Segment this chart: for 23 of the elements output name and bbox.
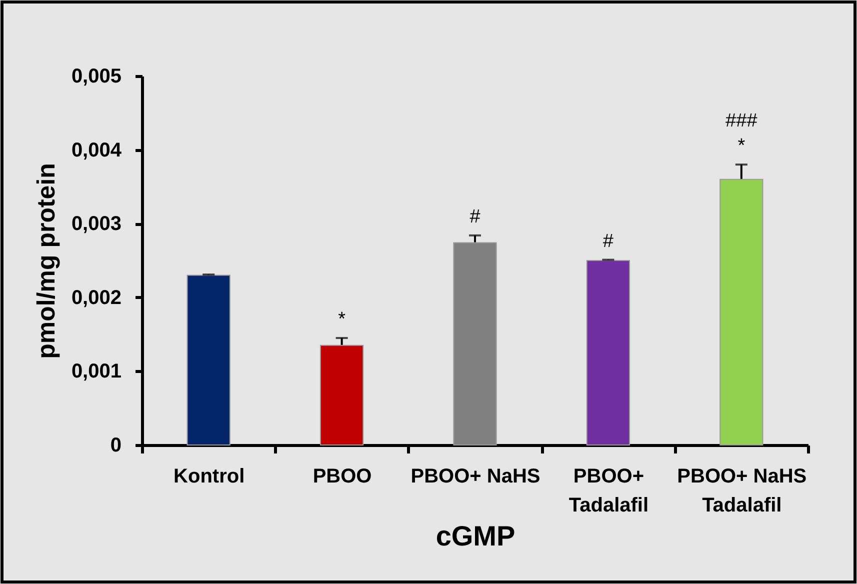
x-axis-title: cGMP [436,520,516,552]
y-axis-title: pmol/mg protein [32,163,60,359]
annotation: * [338,308,346,330]
bar [586,260,630,446]
bar [186,274,230,446]
y-tick-label: 0,002 [71,286,122,309]
y-tick-label: 0,001 [71,360,122,383]
x-tick-label: PBOO [312,466,372,488]
x-tick-label: PBOO+ Tadalafil [568,466,649,516]
bar [453,242,497,446]
x-tick-label: Kontrol [174,466,245,488]
x-tick-label: PBOO+ NaHS [410,466,540,488]
annotation: # [602,230,614,252]
y-tick-label: 0,004 [71,139,122,162]
y-tick-label: 0 [110,434,122,456]
x-tick-label: PBOO+ NaHS Tadalafil [677,466,807,516]
y-tick-label: 0,003 [71,213,122,236]
bar [720,178,764,446]
annotation: * [738,136,746,157]
annotation: ### [726,110,758,132]
bar [320,344,364,446]
y-tick-label: 0,005 [71,66,122,88]
annotation: # [470,206,481,228]
